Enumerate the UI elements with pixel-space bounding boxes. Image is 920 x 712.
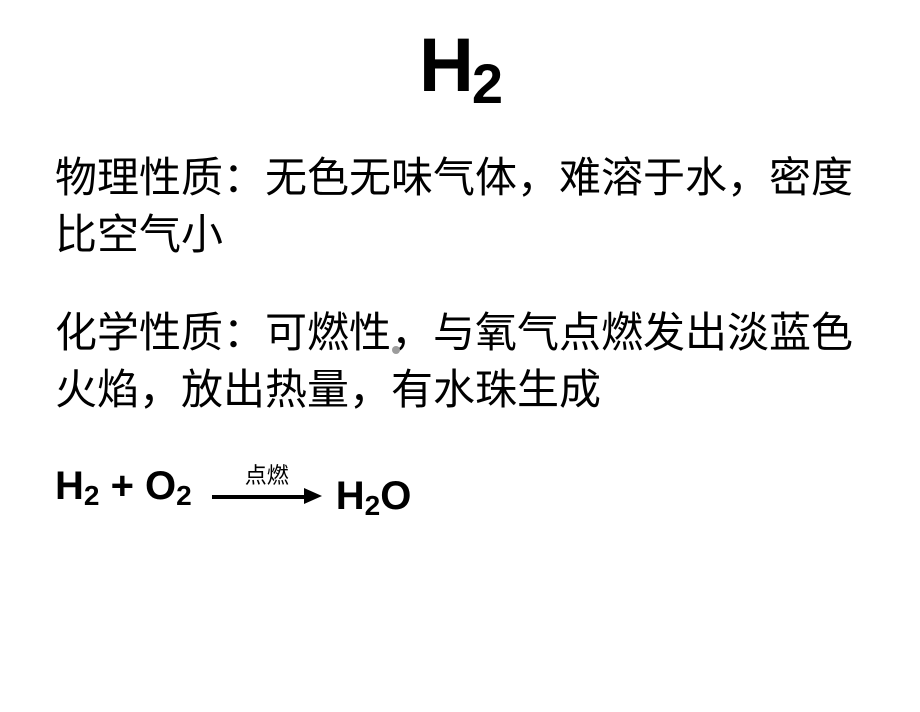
eq-right-h: H — [336, 474, 365, 518]
decorative-dot — [392, 346, 400, 354]
title-symbol: H — [419, 23, 472, 108]
arrow-line — [212, 495, 308, 499]
chemical-equation: H2 + O2 点燃 H2O — [55, 464, 865, 509]
chemical-label: 化学性质： — [55, 311, 265, 357]
reaction-arrow: 点燃 — [212, 465, 322, 503]
eq-o-sub: 2 — [176, 480, 192, 511]
content-area: 物理性质：无色无味气体，难溶于水，密度比空气小 化学性质：可燃性，与氧气点燃发出… — [55, 151, 865, 509]
physical-label: 物理性质： — [55, 156, 265, 202]
page-title: H2 — [0, 22, 920, 109]
eq-h: H — [55, 464, 84, 508]
equation-products: H2O — [336, 474, 412, 519]
eq-plus-o: + O — [99, 464, 176, 508]
arrow-icon — [212, 489, 322, 503]
eq-right-sub: 2 — [365, 490, 381, 521]
chemical-properties: 化学性质：可燃性，与氧气点燃发出淡蓝色火焰，放出热量，有水珠生成 — [55, 306, 865, 419]
arrow-head — [304, 488, 322, 504]
eq-h-sub: 2 — [84, 480, 100, 511]
arrow-condition: 点燃 — [245, 465, 289, 487]
equation-reactants: H2 + O2 — [55, 464, 192, 509]
eq-right-o: O — [380, 474, 411, 518]
title-subscript: 2 — [472, 52, 501, 115]
physical-properties: 物理性质：无色无味气体，难溶于水，密度比空气小 — [55, 151, 865, 264]
